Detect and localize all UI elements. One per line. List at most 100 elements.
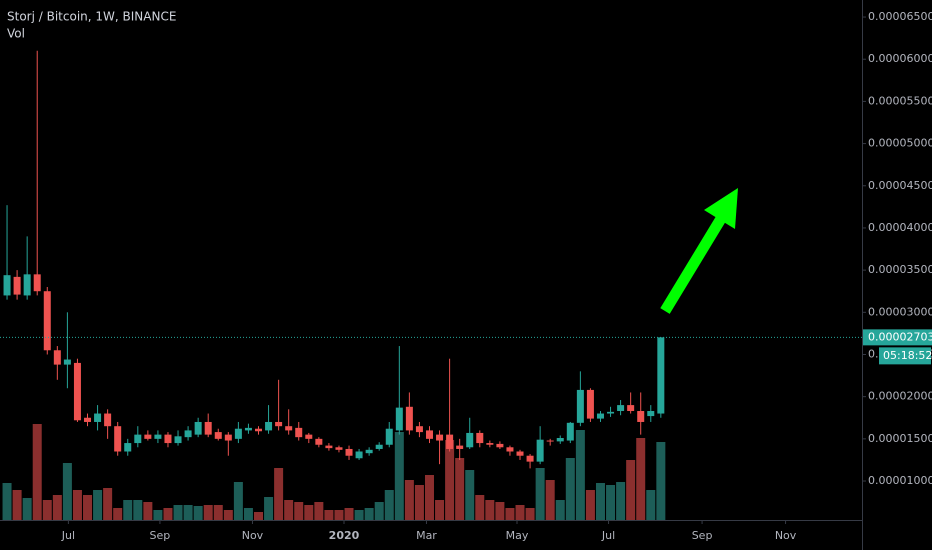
candle-body xyxy=(425,430,433,439)
volume-bar xyxy=(616,482,626,520)
candle-body xyxy=(325,445,333,449)
countdown-label: 05:18:52 xyxy=(883,349,932,362)
volume-bar xyxy=(253,512,263,520)
volume-bar xyxy=(83,495,93,520)
volume-bar xyxy=(274,468,284,520)
y-tick-label: 0.00005000 xyxy=(868,137,932,150)
candle-body xyxy=(23,274,31,296)
volume-bar xyxy=(414,485,424,520)
volume-bar xyxy=(32,424,42,520)
candle-body xyxy=(315,438,323,445)
volume-bar xyxy=(626,460,636,520)
candle-body xyxy=(174,436,182,444)
volume-bar xyxy=(344,508,354,520)
y-tick-label: 0.00006000 xyxy=(868,52,932,65)
y-tick-label: 0.00001000 xyxy=(868,474,932,487)
y-tick-label: 0.00004000 xyxy=(868,221,932,234)
volume-bar xyxy=(153,510,163,520)
volume-bar xyxy=(465,470,475,520)
volume-bar xyxy=(294,502,304,520)
candle-body xyxy=(496,443,504,448)
volume-bar xyxy=(213,505,223,520)
candle-body xyxy=(154,434,162,439)
volume-bar xyxy=(364,508,374,520)
volume-bar xyxy=(354,510,364,520)
x-tick-label: Sep xyxy=(150,529,171,542)
volume-bar xyxy=(233,482,243,520)
volume-bar xyxy=(565,458,575,520)
candle-body xyxy=(415,426,423,433)
volume-bar xyxy=(404,480,414,520)
candle-body xyxy=(164,434,172,444)
candle-body xyxy=(516,451,524,456)
y-tick-label: 0.00001500 xyxy=(868,432,932,445)
candle-body xyxy=(456,445,464,449)
volume-bar xyxy=(143,502,153,520)
volume-bar xyxy=(585,490,595,520)
candle-body xyxy=(275,421,283,427)
volume-bar xyxy=(505,508,515,520)
candle-body xyxy=(546,440,554,442)
candle-body xyxy=(114,426,122,452)
volume-bar xyxy=(42,500,52,520)
y-tick-label: 0.00005500 xyxy=(868,94,932,107)
volume-bar xyxy=(93,490,103,520)
candle-body xyxy=(476,432,484,444)
arrow-shaft xyxy=(660,214,727,314)
volume-bar xyxy=(334,510,344,520)
countdown-box xyxy=(879,347,931,365)
y-tick-label: 0.00003000 xyxy=(868,305,932,318)
volume-bar xyxy=(193,506,203,520)
volume-bar xyxy=(264,497,274,520)
candle-body xyxy=(556,438,564,442)
x-tick-label: Sep xyxy=(692,529,713,542)
volume-bar xyxy=(304,505,314,520)
candle-body xyxy=(596,413,604,419)
candle-body xyxy=(486,443,494,445)
volume-bar xyxy=(203,505,213,520)
volume-bar xyxy=(636,438,646,520)
candle-body xyxy=(244,427,252,431)
volume-bar xyxy=(22,498,32,520)
x-tick-label: 2020 xyxy=(329,529,360,542)
arrow-head xyxy=(704,188,738,229)
candle-body xyxy=(204,421,212,435)
candle-body xyxy=(576,389,584,423)
candle-body xyxy=(647,411,655,417)
volume-bar xyxy=(595,483,605,520)
candle-body xyxy=(405,406,413,431)
volume-label: Vol xyxy=(7,27,25,41)
volume-bar xyxy=(183,505,193,520)
volume-bar xyxy=(284,500,294,520)
candle-body xyxy=(335,447,343,450)
volume-bar xyxy=(173,505,183,520)
candle-body xyxy=(94,413,102,422)
candle-body xyxy=(13,276,21,295)
candle-body xyxy=(657,337,665,414)
volume-bar xyxy=(2,483,12,520)
x-tick-label: Nov xyxy=(775,529,797,542)
volume-bar xyxy=(485,500,495,520)
candle-body xyxy=(345,448,353,456)
candle-body xyxy=(375,444,383,449)
candle-body xyxy=(566,422,574,441)
candle-body xyxy=(526,455,534,462)
candle-body xyxy=(365,449,373,454)
candle-body xyxy=(637,411,645,422)
volume-bar xyxy=(424,475,434,520)
volume-bar xyxy=(394,432,404,520)
volume-bar xyxy=(324,510,334,520)
volume-bar xyxy=(52,495,62,520)
candle-body xyxy=(73,362,81,421)
volume-bar xyxy=(113,508,123,520)
candle-body xyxy=(265,421,273,431)
candle-body xyxy=(104,413,112,427)
volume-bar xyxy=(133,500,143,520)
volume-bar xyxy=(72,490,82,520)
volume-bar xyxy=(223,510,233,520)
candle-body xyxy=(214,432,222,439)
candle-body xyxy=(617,405,625,412)
y-tick-label: 0.00003500 xyxy=(868,263,932,276)
volume-bar xyxy=(445,440,455,520)
